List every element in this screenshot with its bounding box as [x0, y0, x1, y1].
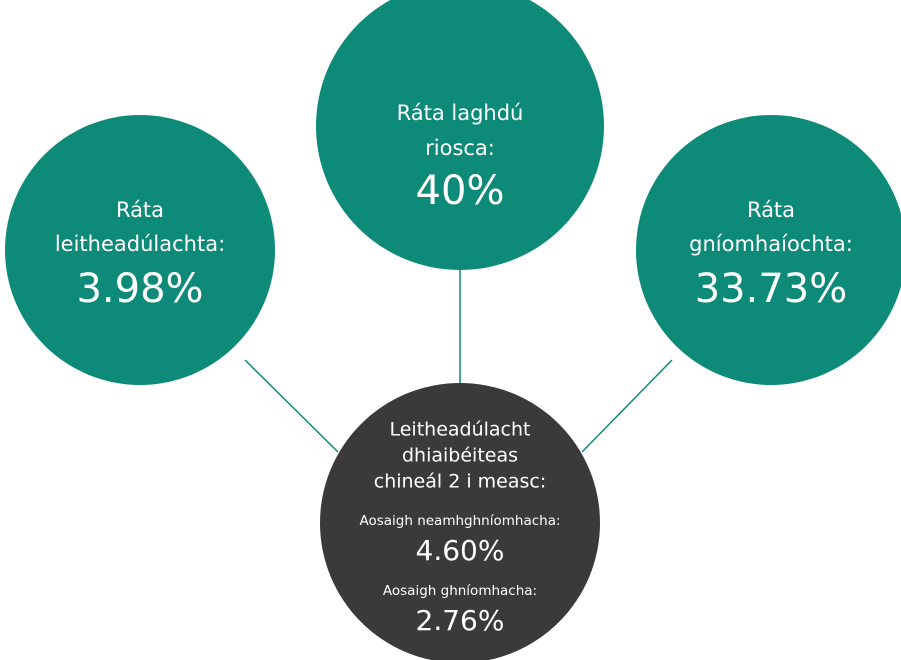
node-value: 3.98%	[76, 266, 203, 312]
node-circle	[636, 115, 901, 385]
node-label: chineál 2 i measc:	[374, 471, 547, 493]
node-label: Ráta	[747, 198, 795, 222]
node-label: Leitheadúlacht	[389, 419, 530, 441]
connector	[581, 359, 673, 453]
group-label: Aosaigh neamhghníomhacha:	[359, 513, 560, 529]
node-value: 40%	[416, 168, 505, 214]
node-value: 33.73%	[695, 266, 848, 312]
node-circle	[5, 115, 275, 385]
group-value: 4.60%	[416, 534, 505, 567]
node-label: Ráta laghdú	[397, 101, 524, 125]
node-label: gníomhaíochta:	[689, 232, 853, 256]
node-label: riosca:	[425, 136, 495, 160]
group-value: 2.76%	[416, 604, 505, 637]
group-label: Aosaigh ghníomhacha:	[383, 583, 537, 599]
node-circle	[320, 383, 600, 660]
node-circle	[316, 0, 604, 270]
node-label: dhiaibéiteas	[402, 445, 518, 467]
connector	[244, 359, 339, 453]
node-label: Ráta	[116, 198, 164, 222]
node-label: leitheadúlachta:	[55, 232, 225, 256]
